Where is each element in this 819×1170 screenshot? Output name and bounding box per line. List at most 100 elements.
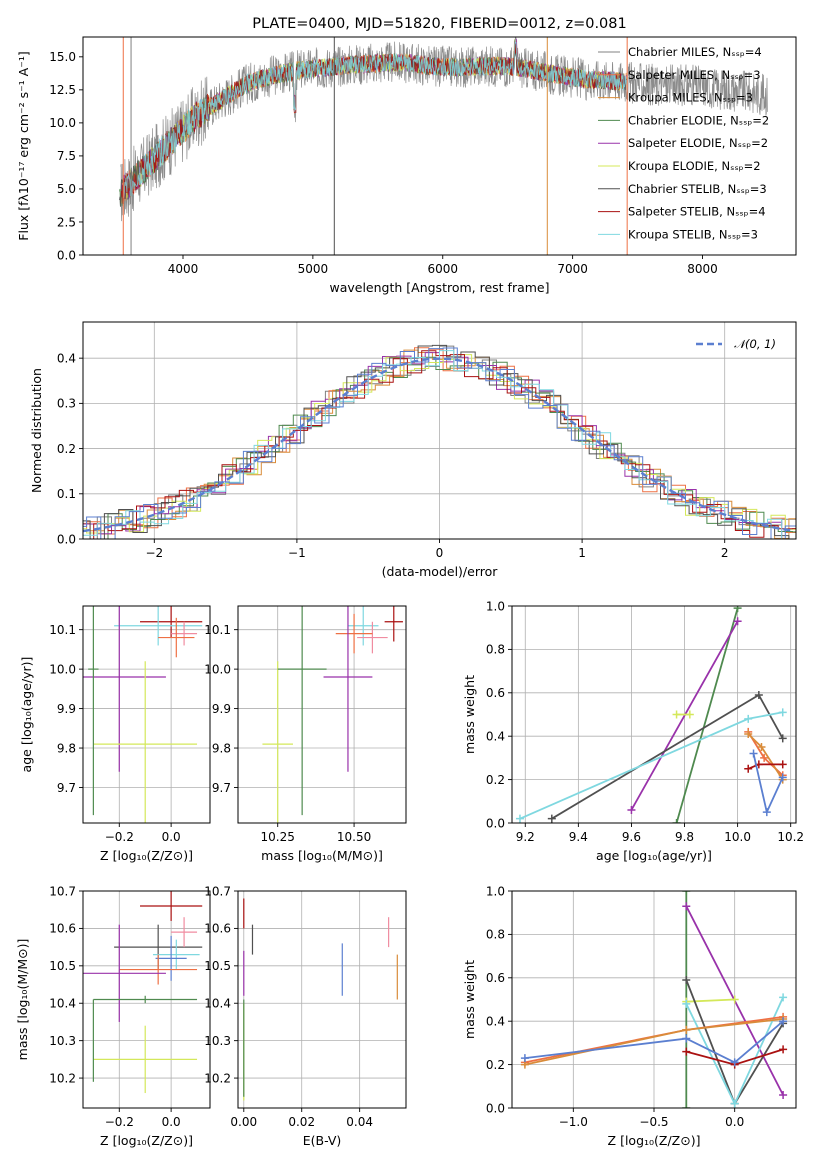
errorbar-points: [262, 606, 403, 823]
plot-frame: [237, 605, 407, 824]
plot-frame: [82, 890, 211, 1109]
errorbar-points: [83, 606, 203, 823]
y-axis-label: Flux [fλ10⁻¹⁷ erg cm⁻² s⁻¹ A⁻¹]: [16, 51, 31, 240]
chart-title: PLATE=0400, MJD=51820, FIBERID=0012, z=0…: [252, 16, 626, 32]
weight-point: [515, 814, 524, 823]
panel-spectrum: 4000 5000 6000 7000 8000 0.0 2.5 5.0 7.5 10.0 12.5…: [16, 16, 797, 295]
y-tick-label: 9.7: [57, 781, 76, 795]
legend-label: Kroupa ELODIE, Nₛₛₚ=2: [628, 159, 761, 173]
y-tick-label: 0.8: [486, 928, 505, 942]
weight-point: [733, 617, 742, 626]
spectrum-series: [120, 37, 768, 222]
y-axis-label: mass weight: [462, 960, 477, 1039]
weight-point: [682, 999, 691, 1008]
plot-frame: [82, 321, 797, 540]
x-tick-label: −0.2: [105, 830, 134, 844]
weight-point: [744, 730, 753, 739]
y-tick-label: 0.8: [486, 643, 505, 657]
legend-label: Salpeter STELIB, Nₛₛₚ=4: [628, 205, 766, 219]
y-tick-label: 0.2: [486, 773, 505, 787]
panel-mass_vs_ebv: 0.00 0.02 0.04 10.2 10.3 10.4 10.5 10.6 10.7 E(B-…: [204, 884, 407, 1148]
weight-point: [778, 760, 787, 769]
legend-label: Salpeter MILES, Nₛₛₚ=3: [628, 68, 761, 82]
plot-frame: [237, 890, 407, 1109]
x-tick-label: −1: [288, 546, 306, 560]
x-tick-label: −0.5: [639, 1115, 668, 1129]
y-tick-label: 9.9: [57, 702, 76, 716]
weight-point: [757, 743, 766, 752]
normal-curve: [83, 357, 794, 533]
panel-mass_vs_z: −0.2 0.0 10.2 10.3 10.4 10.5 10.6 10.7 Z [log₁₀(…: [15, 884, 211, 1148]
histogram-series: [83, 350, 796, 539]
x-tick-label: 9.4: [569, 830, 588, 844]
spectrum-series: [122, 39, 628, 198]
y-tick-label: 10.2: [204, 1071, 231, 1085]
legend-label: Chabrier MILES, Nₛₛₚ=4: [628, 45, 762, 59]
weight-point: [778, 773, 787, 782]
x-tick-label: 10.50: [337, 830, 371, 844]
weight-series: [551, 693, 784, 820]
weight-point: [762, 808, 771, 817]
plot-frame: [511, 605, 797, 824]
weight-point: [779, 993, 788, 1002]
x-tick-label: 5000: [298, 262, 329, 276]
histogram-series: [83, 344, 796, 539]
y-tick-label: 0.0: [57, 532, 76, 546]
weight-point: [547, 814, 556, 823]
x-axis-label: age [log₁₀(age/yr)]: [596, 848, 712, 863]
weight-point: [672, 710, 681, 719]
y-tick-label: 9.8: [57, 741, 76, 755]
x-tick-label: 4000: [168, 262, 199, 276]
y-tick-label: 0.4: [57, 351, 76, 365]
panel-weight_vs_z: −1.0 −0.5 0.0 0.0 0.2 0.4 0.6 0.8 1.0 Z [log₁₀(Z/…: [462, 884, 797, 1148]
weight-point: [682, 1034, 691, 1043]
y-tick-label: 0.4: [486, 1015, 505, 1029]
y-tick-label: 7.5: [57, 149, 76, 163]
legend-label: 𝒩(0, 1): [734, 337, 776, 351]
x-tick-label: 10.2: [777, 830, 804, 844]
x-axis-label: Z [log₁₀(Z/Z⊙)]: [608, 1133, 701, 1148]
y-axis-label: Normed distribution: [29, 368, 44, 493]
legend-label: Salpeter ELODIE, Nₛₛₚ=2: [628, 136, 768, 150]
weight-point: [744, 714, 753, 723]
y-tick-label: 0.6: [486, 971, 505, 985]
weight-point: [778, 708, 787, 717]
x-tick-label: 8000: [687, 262, 718, 276]
x-axis-label: wavelength [Angstrom, rest frame]: [329, 280, 549, 295]
y-tick-label: 10.4: [49, 997, 76, 1011]
y-tick-label: 10.0: [204, 662, 231, 676]
y-tick-label: 10.5: [204, 959, 231, 973]
weight-point: [749, 749, 758, 758]
y-tick-label: 10.0: [49, 662, 76, 676]
y-tick-label: 0.1: [57, 487, 76, 501]
legend-label: Chabrier STELIB, Nₛₛₚ=3: [628, 182, 767, 196]
weight-point: [672, 819, 681, 823]
weight-lines: [520, 891, 788, 1108]
x-tick-label: 7000: [557, 262, 588, 276]
panel-histogram: −2 −1 0 1 2 0.0 0.1 0.2 0.3 0.4 (data-model)/error…: [29, 321, 797, 579]
y-tick-label: 9.8: [212, 741, 231, 755]
errorbar-points: [243, 898, 398, 1101]
histogram-steps: [83, 344, 796, 539]
y-tick-label: 0.4: [486, 730, 505, 744]
y-tick-label: 0.0: [486, 816, 505, 830]
weight-point: [754, 690, 763, 699]
x-tick-label: 10.0: [724, 830, 751, 844]
y-tick-label: 0.0: [57, 248, 76, 262]
weight-series: [675, 607, 739, 823]
y-tick-label: 12.5: [49, 83, 76, 97]
x-tick-label: 0.04: [346, 1115, 373, 1129]
y-tick-label: 9.7: [212, 781, 231, 795]
panel-age_vs_z: −0.2 0.0 9.7 9.8 9.9 10.0 10.1 Z [log₁₀(Z/Z⊙)] a…: [19, 605, 211, 863]
weight-point: [730, 1099, 739, 1108]
weight-point: [778, 734, 787, 743]
histogram-series: [83, 347, 796, 539]
x-tick-label: 9.6: [622, 830, 641, 844]
x-tick-label: 1: [578, 546, 586, 560]
x-axis-label: Z [log₁₀(Z/Z⊙)]: [100, 1133, 193, 1148]
plot-frame: [511, 890, 797, 1109]
x-axis-label: mass [log₁₀(M/M⊙)]: [261, 848, 383, 863]
y-tick-label: 10.2: [49, 1071, 76, 1085]
weight-point: [682, 1104, 691, 1108]
